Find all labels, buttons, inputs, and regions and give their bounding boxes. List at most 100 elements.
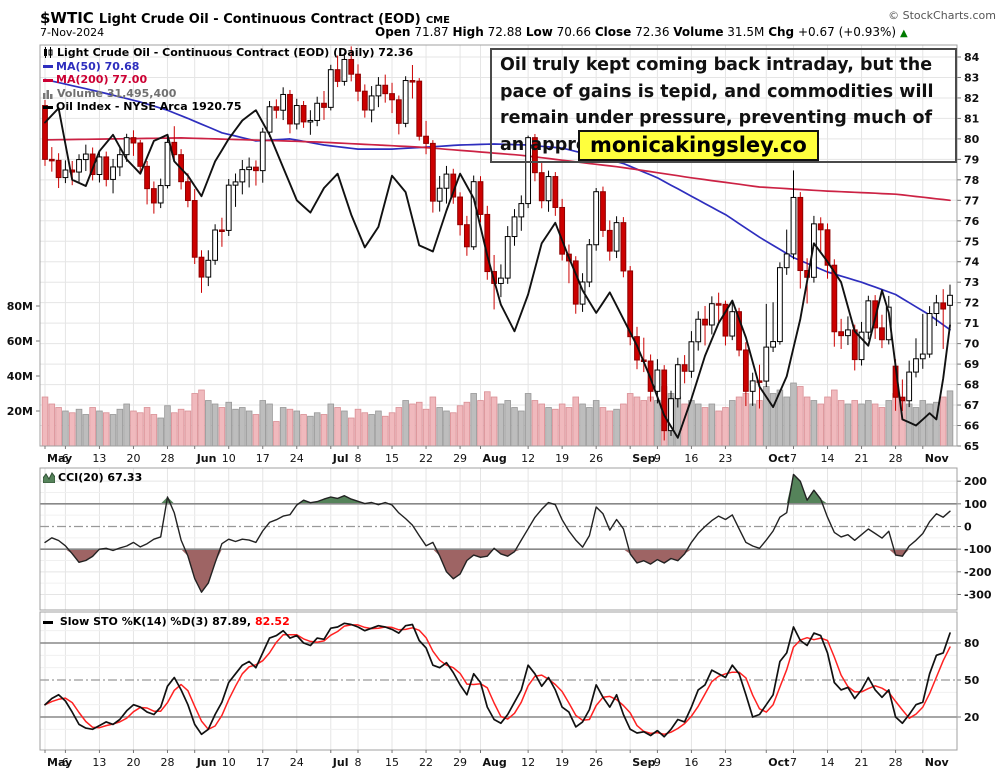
- watermark-label: monicakingsley.co: [578, 130, 819, 161]
- sto-axis-label: 20: [964, 711, 980, 724]
- candle-body: [634, 336, 640, 361]
- symbol: $WTIC: [40, 9, 94, 27]
- sto-panel-border: [39, 611, 958, 751]
- candle-body: [919, 353, 926, 360]
- price-axis-label: 66: [964, 420, 980, 433]
- volume-bar: [225, 401, 232, 447]
- x-axis-label: 24: [290, 756, 304, 769]
- legend-ma50: MA(50) 70.68: [43, 60, 413, 74]
- ma50-line-icon: [43, 65, 53, 68]
- x-axis-label: 7: [790, 452, 797, 465]
- candle-body: [879, 327, 885, 341]
- candle-body: [811, 223, 817, 278]
- volume-bar: [415, 401, 423, 447]
- volume-bar: [518, 410, 525, 447]
- volume-axis-label: 80M: [7, 300, 33, 313]
- volume-bar: [640, 400, 648, 447]
- volume-bar: [797, 386, 804, 447]
- volume-bar: [171, 412, 178, 447]
- volume-bar: [402, 400, 409, 447]
- volume-bar: [286, 408, 294, 447]
- legend-instrument: Light Crude Oil - Continuous Contract (E…: [43, 46, 413, 60]
- x-axis-label: Aug: [482, 756, 506, 769]
- volume-bar: [558, 403, 566, 447]
- volume-bar: [232, 408, 239, 447]
- volume-bar: [606, 410, 614, 447]
- candle-body: [116, 154, 123, 168]
- candle-body: [606, 229, 613, 252]
- candle-body: [110, 166, 116, 180]
- x-axis-label: Jul: [332, 452, 349, 465]
- candle-body: [620, 222, 627, 272]
- price-axis-label: 83: [964, 71, 979, 84]
- x-axis-label: 6: [62, 756, 69, 769]
- volume-bar: [245, 410, 253, 447]
- volume-bar: [395, 407, 403, 447]
- volume-bar: [490, 396, 498, 447]
- candle-body: [470, 181, 477, 248]
- x-axis-label: 10: [222, 756, 236, 769]
- volume-bar: [824, 396, 831, 447]
- candle-body: [382, 84, 389, 95]
- volume-bar: [354, 408, 362, 447]
- high-label: High: [452, 25, 484, 39]
- volume-bar: [327, 403, 335, 447]
- candle-body: [885, 306, 892, 341]
- volume-bar: [184, 410, 192, 447]
- volume-bar: [620, 403, 627, 447]
- volume-bar: [749, 403, 756, 447]
- x-axis-label: 20: [126, 452, 140, 465]
- volume-bar: [810, 400, 818, 447]
- volume-bar: [878, 407, 886, 447]
- volume-axis-label: 20M: [7, 405, 33, 418]
- volume-bar: [102, 412, 110, 447]
- x-axis-label: Jun: [196, 756, 217, 769]
- candle-body: [824, 229, 831, 266]
- volume-bar: [116, 408, 124, 447]
- cci-axis-label: 0: [964, 521, 972, 534]
- volume-bar: [409, 403, 416, 447]
- x-axis-label: 9: [654, 756, 661, 769]
- volume-bar: [803, 396, 811, 447]
- candle-body: [572, 260, 579, 305]
- exchange-label: CME: [425, 15, 450, 26]
- x-axis-label: 28: [160, 756, 174, 769]
- volume-bar: [647, 396, 654, 447]
- volume-bar: [388, 412, 396, 447]
- volume-bar: [572, 396, 580, 447]
- volume-bar: [613, 408, 620, 447]
- price-axis-label: 77: [964, 194, 979, 207]
- candle-body: [845, 329, 851, 337]
- x-axis-label: 16: [684, 452, 698, 465]
- x-axis-label: 28: [889, 452, 903, 465]
- copyright-label: © StockCharts.com: [888, 9, 996, 22]
- price-axis-label: 75: [964, 235, 979, 248]
- volume-bar: [191, 393, 198, 447]
- volume-bar: [347, 417, 355, 447]
- volume-bar: [497, 403, 505, 447]
- candlestick-icon: [44, 47, 53, 58]
- candle-body: [783, 253, 790, 269]
- candle-body: [715, 303, 722, 306]
- volume-bar: [307, 415, 314, 447]
- candle-body: [280, 93, 287, 111]
- candle-body: [532, 137, 538, 174]
- volume-bar: [273, 421, 280, 447]
- open-label: Open: [375, 25, 411, 39]
- candle-body: [913, 358, 919, 373]
- chart-header: $WTIC Light Crude Oil - Continuous Contr…: [40, 8, 996, 27]
- candle-body: [198, 256, 205, 278]
- volume-bar: [694, 403, 702, 447]
- candle-body: [831, 264, 838, 333]
- x-axis-label: Oct: [768, 452, 789, 465]
- volume-bar: [865, 400, 872, 447]
- candle-body: [321, 102, 327, 108]
- volume-bar: [926, 403, 933, 447]
- ohlc-quote-row: Open 71.87 High 72.88 Low 70.66 Close 72…: [375, 25, 908, 39]
- candle-body: [613, 222, 620, 252]
- candle-body: [722, 303, 729, 337]
- x-axis-label: 19: [555, 452, 569, 465]
- volume-bar: [320, 414, 328, 447]
- candle-body: [940, 302, 947, 310]
- volume-bar: [586, 407, 593, 447]
